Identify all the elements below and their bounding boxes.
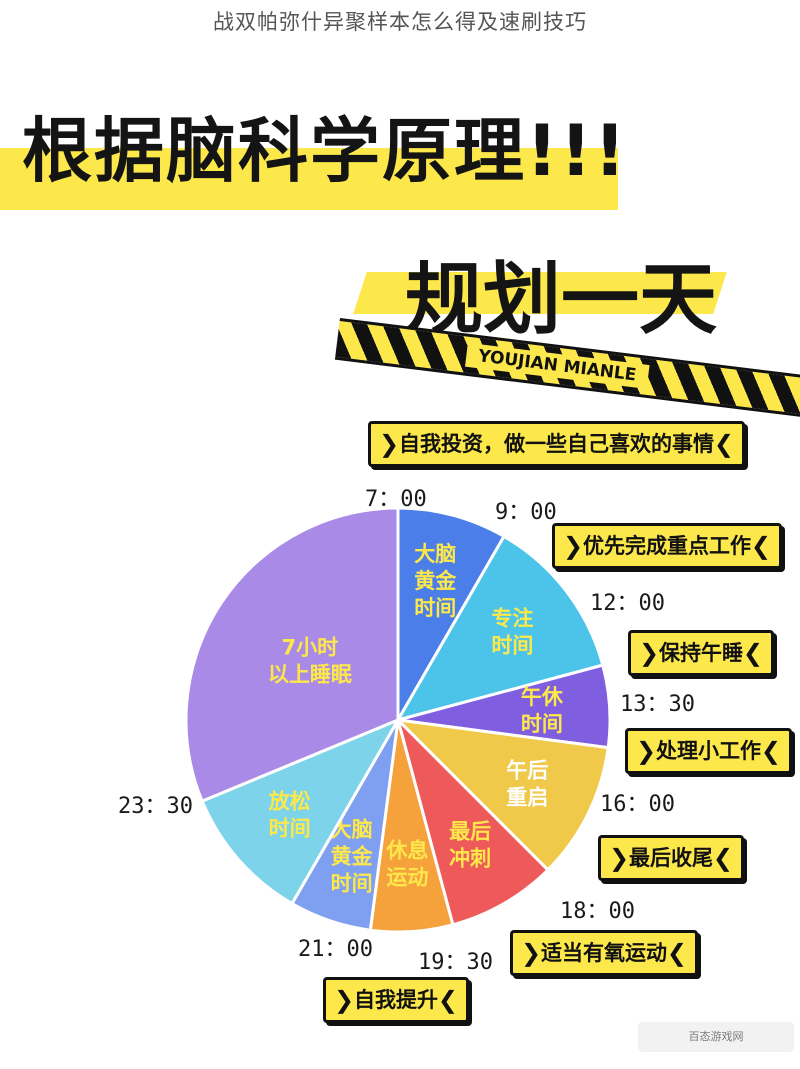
- time-label-1330: 13：30: [620, 692, 695, 717]
- activity-label-nap: 保持午睡: [628, 630, 774, 676]
- pie-slice-relax-time: [200, 716, 402, 906]
- headline-highlight: [0, 148, 618, 210]
- time-label-1200: 12：00: [590, 591, 665, 616]
- activity-label-small-tasks: 处理小工作: [625, 728, 792, 774]
- pie-slice-label-relax-time: 放松时间: [268, 790, 311, 841]
- time-label-1600: 16：00: [600, 792, 675, 817]
- time-label-2100: 21：00: [298, 937, 373, 962]
- pie-slice-label-sleep: 7小时以上睡眠: [268, 636, 352, 687]
- activity-label-self-investment: 自我投资，做一些自己喜欢的事情: [368, 421, 745, 467]
- time-label-2330: 23：30: [118, 794, 193, 819]
- pie-slice-label-brain-gold-evening: 大脑黄金时间: [331, 818, 374, 896]
- pie-slice-label-rest-exercise: 休息运动: [385, 838, 428, 889]
- pie-slice-label-noon-rest: 午休时间: [521, 685, 564, 736]
- pie-slice-afternoon-restart: [393, 717, 610, 873]
- watermark-logo: 百态游戏网: [638, 1022, 794, 1052]
- pie-slice-brain-gold-morning: [396, 506, 507, 726]
- pie-slice-label-focus-time: 专注时间: [491, 607, 533, 658]
- headline: 根据脑科学原理!!!: [22, 110, 628, 192]
- plan-title: 规划一天: [405, 255, 718, 345]
- pie-slice-focus-time: [394, 534, 605, 723]
- activity-label-key-work: 优先完成重点工作: [552, 523, 782, 569]
- pie-slice-label-afternoon-restart: 午后重启: [506, 758, 548, 809]
- activity-label-wrap-up: 最后收尾: [598, 835, 744, 881]
- activity-label-aerobic: 适当有氧运动: [510, 930, 698, 976]
- time-label-0700: 7：00: [365, 487, 427, 512]
- pie-slice-label-brain-gold-morning: 大脑黄金时间: [414, 542, 457, 620]
- time-label-1800: 18：00: [560, 899, 635, 924]
- activity-label-self-improvement: 自我提升: [323, 977, 469, 1023]
- pie-slice-label-final-sprint: 最后冲刺: [449, 819, 491, 870]
- page-title: 战双帕弥什异聚样本怎么得及速刷技巧: [213, 10, 587, 34]
- pie-slice-sleep: [184, 506, 400, 804]
- pie-slice-final-sprint: [395, 714, 551, 927]
- time-label-1930: 19：30: [418, 950, 493, 975]
- time-label-0900: 9：00: [495, 500, 557, 525]
